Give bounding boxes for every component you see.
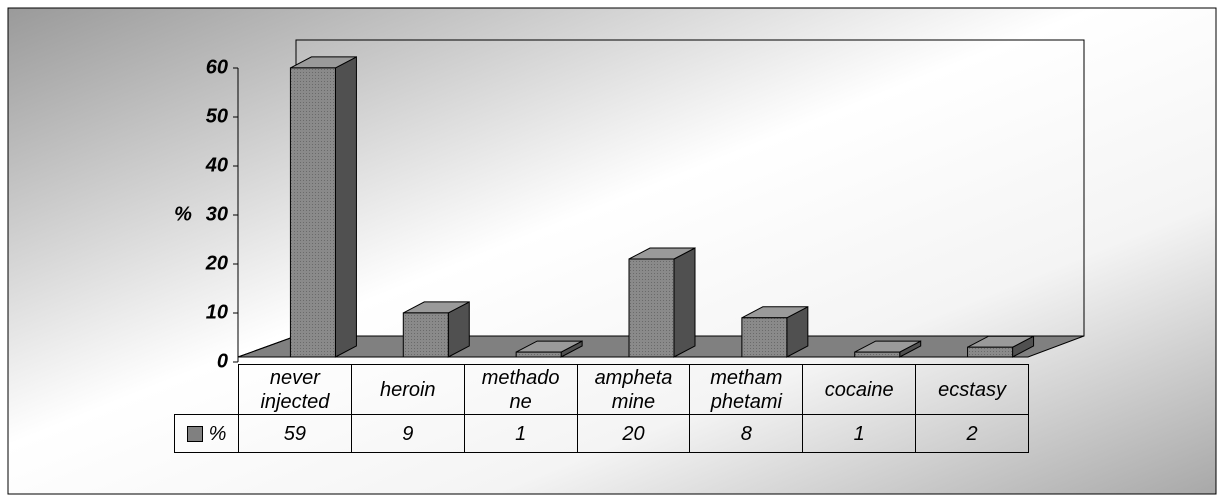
category-cell: never injected [238, 364, 352, 415]
y-tick-label: 20 [205, 252, 228, 274]
value-cell: 1 [802, 414, 917, 453]
value-cell: 8 [689, 414, 804, 453]
y-axis-label: % [174, 203, 192, 225]
bar [967, 346, 1014, 358]
value-cell: 20 [576, 414, 691, 453]
value-cell: 1 [463, 414, 578, 453]
wall-edge [237, 335, 297, 358]
bar [854, 351, 901, 358]
bar [628, 258, 675, 358]
y-tick-label: 60 [206, 56, 228, 78]
bar-side [334, 56, 357, 358]
legend-cell: % [174, 414, 239, 453]
category-cell: cocaine [802, 364, 917, 415]
y-tick-label: 10 [206, 301, 228, 323]
legend-label: % [208, 422, 227, 445]
bar [402, 312, 449, 358]
legend-swatch [186, 425, 203, 442]
y-tick-label: 0 [217, 350, 228, 372]
value-cell: 2 [915, 414, 1029, 453]
chart-frame [7, 7, 1217, 495]
value-cell: 9 [350, 414, 465, 453]
category-cell: methado ne [463, 364, 578, 415]
y-tick-label: 30 [206, 203, 228, 225]
category-cell: ampheta mine [576, 364, 691, 415]
bar [515, 351, 562, 358]
bar-side [673, 247, 696, 358]
y-tick-label: 40 [205, 154, 228, 176]
category-cell: metham phetami [689, 364, 804, 415]
bar [289, 67, 336, 358]
value-cell: 59 [238, 414, 352, 453]
bar [741, 317, 788, 358]
category-cell: ecstasy [915, 364, 1029, 415]
category-cell: heroin [350, 364, 465, 415]
y-tick-label: 50 [206, 105, 228, 127]
